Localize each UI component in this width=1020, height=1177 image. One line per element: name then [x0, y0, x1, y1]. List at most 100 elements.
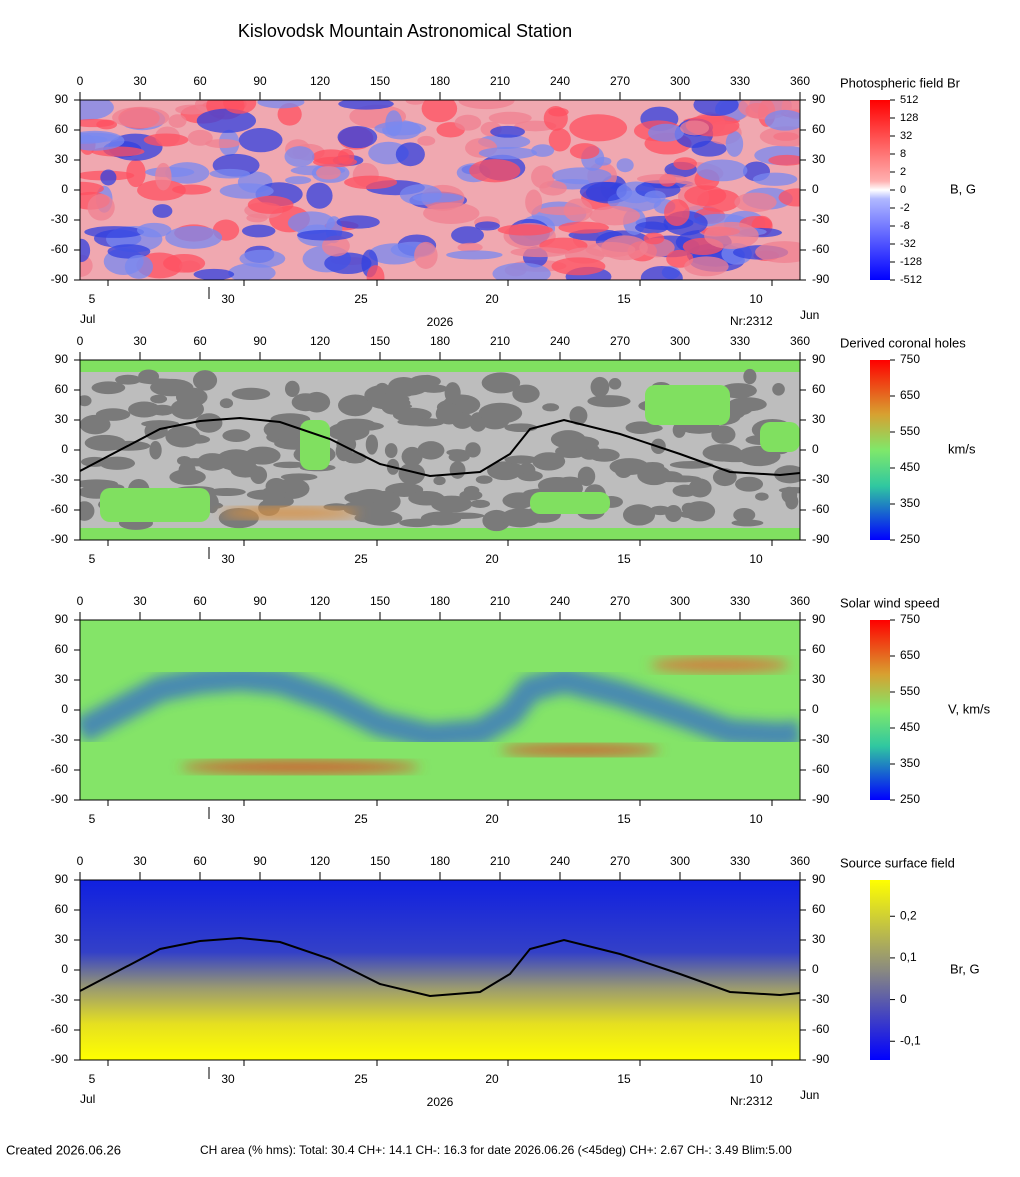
rotation: Nr:2312	[730, 314, 773, 328]
y-tick-label: 60	[55, 122, 69, 136]
field-blob	[647, 123, 684, 142]
field-blob	[640, 265, 683, 280]
field-blob	[579, 181, 627, 202]
y-tick-label: -30	[51, 212, 69, 226]
y-tick-label: 0	[61, 182, 68, 196]
field-blob	[219, 183, 274, 199]
gray-blob	[207, 487, 246, 497]
colorbar-tick-label: 250	[900, 532, 920, 546]
gray-blob	[80, 414, 111, 435]
legend-title: Solar wind speed	[840, 595, 940, 610]
x-tick-label: 300	[670, 854, 690, 868]
ch-patch	[300, 420, 330, 470]
y-tick-label-right: -60	[812, 242, 830, 256]
gray-blob	[420, 384, 448, 393]
gray-blob	[175, 387, 208, 407]
x-tick-label: 60	[193, 854, 207, 868]
x-tick-label: 360	[790, 594, 810, 608]
y-tick-label: 90	[55, 612, 69, 626]
gray-blob	[555, 444, 588, 459]
gray-blob	[550, 430, 586, 449]
field-blob	[423, 202, 480, 224]
y-tick-label: 60	[55, 382, 69, 396]
field-blob	[768, 154, 800, 166]
y-tick-label-right: 60	[812, 642, 826, 656]
gray-blob	[609, 458, 650, 476]
gray-blob	[480, 412, 510, 430]
x-tick-label: 150	[370, 334, 390, 348]
gray-blob	[711, 425, 736, 444]
field-blob	[80, 100, 114, 121]
y-tick-label-right: 60	[812, 382, 826, 396]
field-blob	[764, 109, 800, 131]
y-tick-label: -60	[51, 1022, 69, 1036]
field-blob	[778, 188, 800, 207]
field-blob	[196, 108, 257, 133]
field-blob	[725, 131, 744, 157]
gray-blob	[80, 395, 92, 407]
gray-blob	[399, 518, 435, 528]
gray-blob	[444, 382, 461, 404]
gray-blob	[149, 440, 162, 460]
gray-blob	[587, 395, 631, 408]
map-bg	[80, 880, 800, 1060]
gray-blob	[91, 381, 126, 395]
colorbar-tick-label: 450	[900, 720, 920, 734]
field-blob	[664, 199, 690, 226]
field-blob	[539, 180, 567, 196]
field-blob	[412, 193, 464, 203]
field-blob	[594, 156, 612, 166]
date-label: 5	[89, 1072, 96, 1086]
field-blob	[247, 195, 294, 214]
y-tick-label-right: -30	[812, 992, 830, 1006]
field-blob	[405, 100, 426, 105]
gray-blob	[448, 452, 470, 462]
x-tick-label: 270	[610, 334, 630, 348]
field-blob	[87, 194, 115, 221]
month-left: Jul	[80, 312, 95, 326]
date-label: 30	[221, 292, 235, 306]
field-blob	[163, 253, 206, 273]
field-blob	[324, 252, 372, 275]
x-tick-label: 330	[730, 74, 750, 88]
y-tick-label: -60	[51, 762, 69, 776]
rotation: Nr:2312	[730, 1094, 773, 1108]
colorbar-tick-label: 250	[900, 792, 920, 806]
x-tick-label: 300	[670, 74, 690, 88]
field-blob	[246, 213, 268, 223]
date-label: 25	[354, 1072, 368, 1086]
field-blob	[680, 120, 710, 136]
x-tick-label: 120	[310, 594, 330, 608]
gray-blob	[441, 512, 485, 520]
date-label: 30	[221, 812, 235, 826]
gray-blob	[449, 461, 466, 479]
gray-blob	[138, 369, 160, 384]
date-label: 15	[617, 1072, 631, 1086]
field-blob	[548, 107, 569, 117]
x-tick-label: 270	[610, 594, 630, 608]
field-blob	[336, 215, 380, 229]
field-blob	[417, 135, 436, 146]
colorbar-tick-label: -128	[900, 256, 922, 268]
gray-blob	[755, 492, 769, 501]
field-blob	[100, 169, 117, 186]
footer-stats: CH area (% hms): Total: 30.4 CH+: 14.1 C…	[200, 1143, 792, 1157]
x-tick-label: 210	[490, 74, 510, 88]
gray-blob	[733, 508, 756, 522]
gray-blob	[715, 454, 755, 463]
gray-blob	[263, 419, 305, 440]
y-tick-label: 30	[55, 932, 69, 946]
colorbar-tick-label: 0	[900, 992, 907, 1006]
field-blob	[755, 241, 800, 263]
x-tick-label: 240	[550, 594, 570, 608]
date-label: 5	[89, 552, 96, 566]
y-tick-label: -60	[51, 502, 69, 516]
field-blob	[155, 162, 172, 191]
year: 2026	[427, 315, 454, 329]
month-right: Jun	[800, 308, 819, 322]
field-blob	[673, 157, 697, 170]
gray-blob	[669, 460, 714, 469]
legend-title: Source surface field	[840, 855, 955, 870]
colorbar-tick-label: 350	[900, 756, 920, 770]
neutral-line	[80, 936, 800, 998]
